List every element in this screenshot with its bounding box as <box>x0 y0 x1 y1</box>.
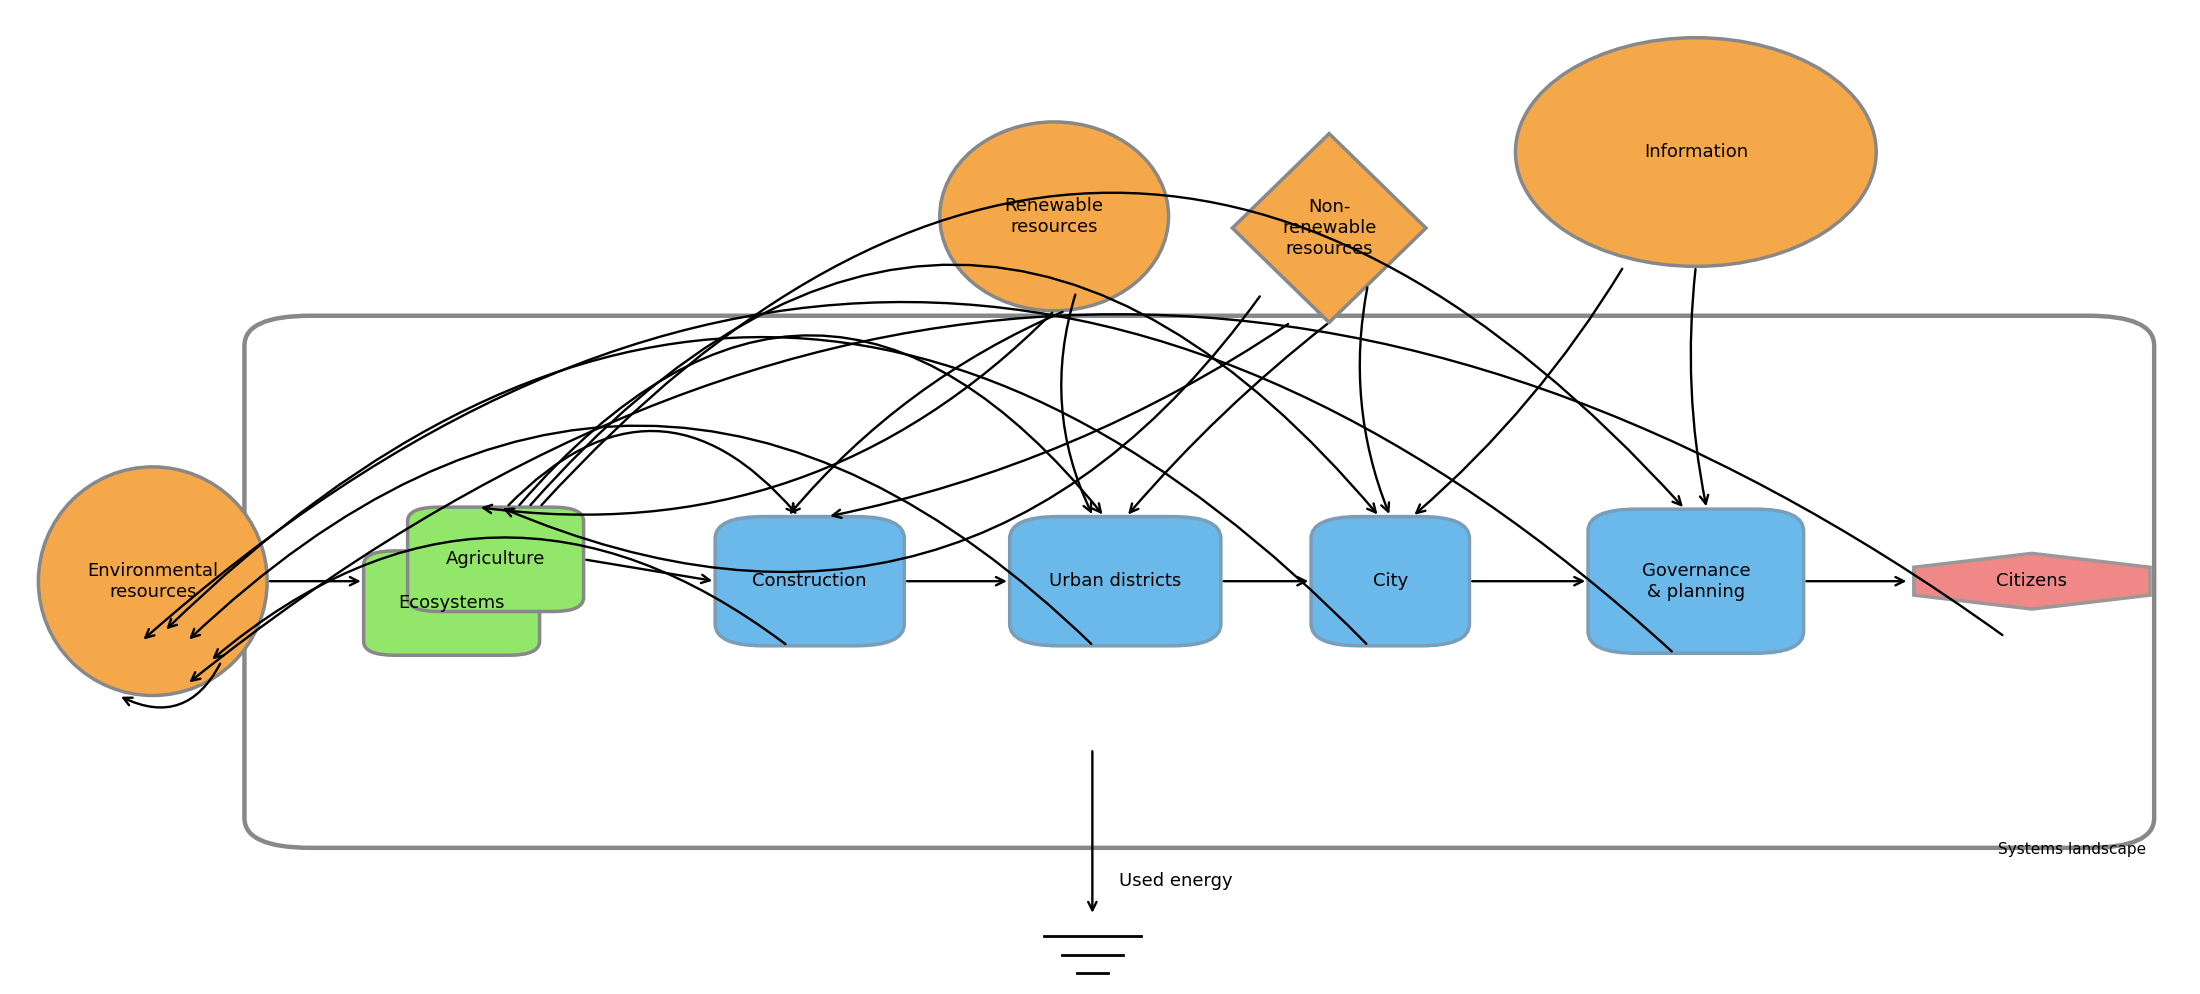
Text: Governance
& planning: Governance & planning <box>1641 562 1751 600</box>
Text: City: City <box>1373 573 1408 590</box>
Text: Agriculture: Agriculture <box>447 551 546 569</box>
FancyBboxPatch shape <box>363 551 539 655</box>
Ellipse shape <box>939 122 1168 311</box>
Text: Non-
renewable
resources: Non- renewable resources <box>1283 198 1377 257</box>
Text: Renewable
resources: Renewable resources <box>1005 197 1104 236</box>
FancyBboxPatch shape <box>715 517 904 646</box>
Text: Ecosystems: Ecosystems <box>398 594 504 612</box>
Text: Systems landscape: Systems landscape <box>1998 842 2147 857</box>
FancyBboxPatch shape <box>1588 509 1804 653</box>
Text: Environmental
resources: Environmental resources <box>88 562 218 600</box>
FancyBboxPatch shape <box>407 507 583 611</box>
Text: Used energy: Used energy <box>1120 872 1232 890</box>
Text: Information: Information <box>1643 143 1747 161</box>
Polygon shape <box>1914 554 2149 609</box>
Text: Construction: Construction <box>752 573 867 590</box>
Polygon shape <box>1232 133 1426 322</box>
FancyBboxPatch shape <box>1010 517 1221 646</box>
Text: Urban districts: Urban districts <box>1049 573 1181 590</box>
Ellipse shape <box>1516 38 1877 266</box>
Ellipse shape <box>37 467 266 696</box>
FancyBboxPatch shape <box>1311 517 1470 646</box>
Text: Citizens: Citizens <box>1995 573 2068 590</box>
